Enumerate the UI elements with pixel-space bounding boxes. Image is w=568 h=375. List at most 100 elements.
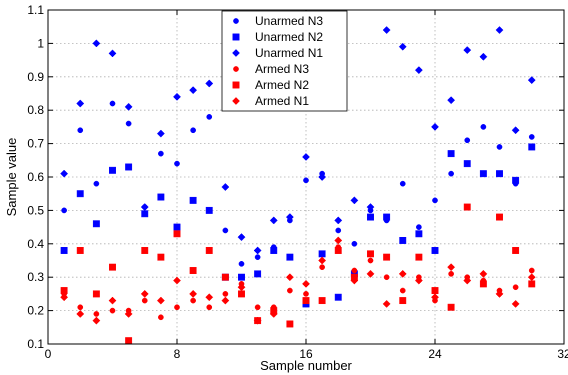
data-point-unarmed-n3 — [206, 114, 213, 120]
legend-label-unarmed-n3: Unarmed N3 — [255, 14, 323, 28]
data-point-unarmed-n3 — [303, 177, 309, 184]
legend-marker-unarmed-n2 — [232, 33, 240, 41]
legend-marker-unarmed-n1 — [232, 49, 240, 57]
data-point-armed-n2 — [189, 267, 197, 274]
data-point-armed-n2 — [109, 263, 116, 271]
y-tick-label: 1 — [37, 36, 44, 50]
data-point-unarmed-n2 — [383, 213, 391, 221]
data-point-unarmed-n2 — [125, 163, 133, 171]
data-point-unarmed-n1 — [447, 96, 456, 105]
x-tick-label: 24 — [428, 347, 442, 361]
data-point-unarmed-n3 — [93, 180, 100, 187]
data-point-unarmed-n1 — [495, 26, 504, 34]
data-point-unarmed-n2 — [141, 210, 149, 218]
data-point-unarmed-n2 — [173, 223, 181, 231]
data-point-armed-n1 — [189, 289, 198, 298]
data-point-unarmed-n2 — [496, 170, 503, 178]
y-tick-label: 0.4 — [27, 237, 44, 251]
legend-marker-armed-n1 — [232, 97, 240, 105]
data-point-armed-n3 — [351, 267, 358, 274]
data-point-armed-n1 — [205, 293, 214, 302]
data-point-unarmed-n2 — [254, 270, 262, 278]
data-point-armed-n3 — [383, 274, 390, 281]
data-points — [60, 26, 536, 345]
data-point-armed-n3 — [399, 287, 406, 294]
data-point-armed-n2 — [76, 247, 84, 254]
data-point-armed-n1 — [382, 299, 391, 308]
data-point-armed-n1 — [285, 273, 294, 282]
data-point-armed-n2 — [496, 213, 503, 221]
y-tick-label: 0.6 — [27, 170, 44, 184]
data-point-unarmed-n1 — [398, 42, 407, 51]
data-point-armed-n1 — [76, 309, 85, 318]
data-point-armed-n2 — [528, 280, 536, 288]
data-point-armed-n1 — [463, 276, 472, 285]
data-point-armed-n1 — [350, 276, 359, 285]
x-axis-label: Sample number — [260, 358, 352, 373]
data-point-armed-n3 — [448, 271, 454, 277]
data-point-armed-n2 — [383, 253, 391, 261]
data-point-unarmed-n3 — [480, 124, 487, 130]
data-point-unarmed-n1 — [334, 216, 343, 225]
data-point-armed-n1 — [511, 299, 520, 308]
data-point-armed-n1 — [318, 256, 327, 265]
data-point-armed-n3 — [254, 304, 261, 311]
data-point-armed-n2 — [92, 290, 100, 298]
data-point-unarmed-n1 — [140, 203, 149, 212]
data-point-unarmed-n3 — [432, 197, 438, 204]
data-point-armed-n2 — [431, 287, 439, 295]
data-point-unarmed-n3 — [254, 254, 261, 261]
legend-label-armed-n1: Armed N1 — [255, 94, 309, 108]
legend-label-unarmed-n2: Unarmed N2 — [255, 30, 323, 44]
data-point-armed-n1 — [269, 309, 278, 318]
data-point-armed-n1 — [60, 293, 69, 302]
y-tick-label: 0.9 — [27, 70, 44, 84]
data-point-unarmed-n2 — [318, 250, 326, 258]
data-point-unarmed-n1 — [511, 126, 520, 135]
data-point-unarmed-n3 — [335, 227, 342, 234]
data-point-armed-n1 — [92, 316, 101, 325]
data-point-unarmed-n1 — [431, 122, 439, 131]
data-point-unarmed-n1 — [350, 196, 359, 205]
legend-marker-armed-n2 — [232, 81, 240, 89]
data-point-unarmed-n2 — [334, 293, 342, 301]
data-point-armed-n3 — [141, 297, 148, 304]
data-point-armed-n1 — [527, 273, 536, 282]
data-point-armed-n1 — [237, 283, 246, 292]
data-point-armed-n3 — [109, 307, 116, 314]
data-point-armed-n1 — [414, 276, 423, 285]
data-point-armed-n3 — [528, 267, 535, 274]
data-point-unarmed-n2 — [431, 247, 439, 254]
data-point-unarmed-n3 — [109, 100, 116, 107]
data-point-unarmed-n1 — [302, 153, 310, 161]
data-point-armed-n1 — [479, 269, 488, 278]
data-point-unarmed-n3 — [416, 224, 422, 230]
data-point-armed-n3 — [222, 291, 229, 297]
data-point-unarmed-n3 — [496, 144, 503, 150]
data-point-armed-n2 — [447, 303, 455, 311]
data-point-armed-n3 — [158, 314, 164, 321]
data-point-unarmed-n2 — [189, 196, 197, 204]
y-tick-label: 0.3 — [27, 270, 44, 284]
legend-items: Unarmed N3 Unarmed N2 Unarmed N1 Armed N3 Ar… — [232, 14, 323, 108]
data-point-armed-n2 — [173, 230, 181, 238]
data-point-armed-n3 — [287, 287, 293, 294]
data-point-armed-n1 — [366, 269, 375, 278]
y-tick-label: 0.2 — [27, 304, 44, 318]
data-point-armed-n2 — [399, 297, 407, 305]
data-point-unarmed-n3 — [464, 137, 471, 144]
data-point-armed-n2 — [367, 250, 374, 258]
data-point-armed-n2 — [141, 247, 149, 254]
y-tick-label: 0.5 — [27, 203, 44, 217]
data-point-armed-n1 — [124, 309, 133, 318]
data-point-unarmed-n2 — [286, 253, 294, 261]
x-tick-label: 0 — [45, 347, 52, 361]
legend-item-unarmed-n1: Unarmed N1 — [232, 46, 323, 60]
data-point-armed-n1 — [334, 236, 343, 245]
data-point-armed-n3 — [190, 297, 196, 304]
data-point-armed-n3 — [367, 257, 374, 264]
data-point-unarmed-n1 — [60, 169, 69, 178]
data-point-armed-n2 — [318, 297, 326, 305]
legend-label-armed-n2: Armed N2 — [255, 78, 309, 92]
data-point-unarmed-n1 — [189, 86, 198, 95]
